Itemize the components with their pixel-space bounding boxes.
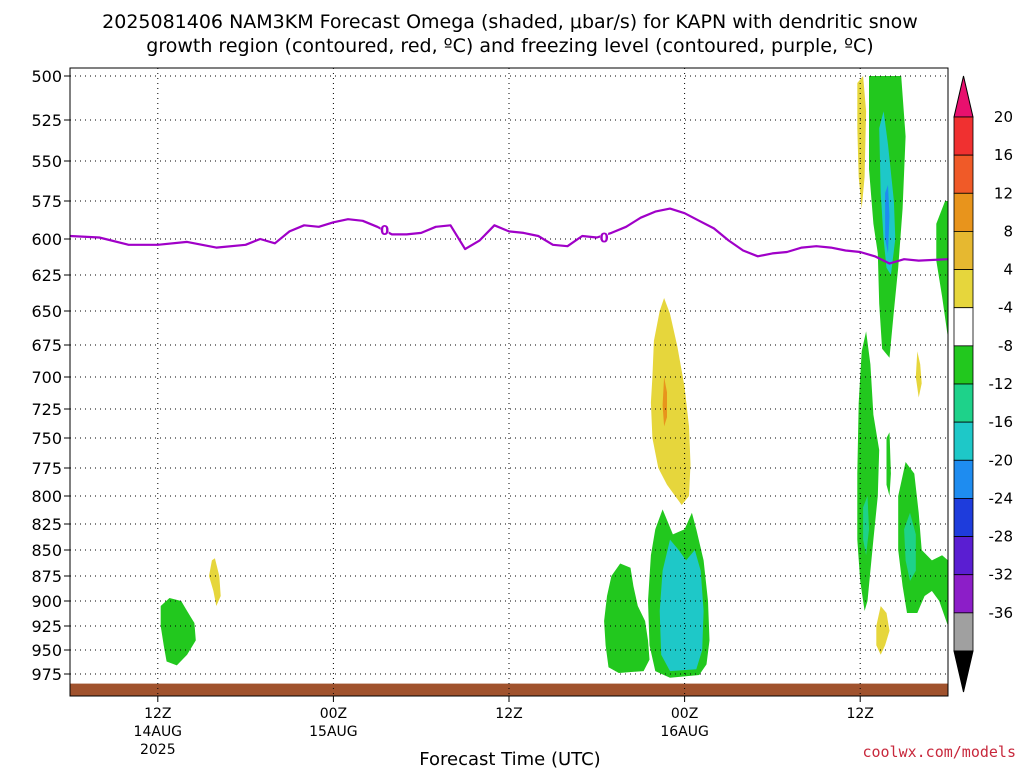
freezing-label-0: 0 xyxy=(380,224,389,239)
y-tick-label-775: 775 xyxy=(31,459,62,478)
plot-background xyxy=(70,68,948,696)
x-axis: 12Z 14AUG 2025 00Z 15AUG 12Z 00Z 16AUG 12Z xyxy=(134,696,874,758)
colorbar-label-4: 4 xyxy=(1003,261,1013,279)
y-tick-label-925: 925 xyxy=(31,617,62,636)
freezing-label-1: 0 xyxy=(600,231,609,246)
y-tick-label-625: 625 xyxy=(31,266,62,285)
colorbar-label-13: -36 xyxy=(989,604,1014,622)
colorbar: 20 16 12 8 4 -4 -8 -12 -16 -20 -24 -28 -32 -36 xyxy=(953,75,1014,693)
plot-area: 00 xyxy=(69,67,949,697)
colorbar-label-6: -8 xyxy=(998,337,1013,355)
omega-region-ascent-g-inner xyxy=(904,512,916,581)
y-tick-label-900: 900 xyxy=(31,592,62,611)
omega-region-ascent-g-outer xyxy=(898,462,948,626)
terrain-fill xyxy=(70,683,948,696)
colorbar-segment-2 xyxy=(953,192,974,232)
omega-region-ascent-e-outer xyxy=(936,201,948,339)
y-tick-label-750: 750 xyxy=(31,429,62,448)
x-tick-label-2: 12Z xyxy=(495,706,522,722)
colorbar-segment-11 xyxy=(953,536,974,576)
freezing-level-line xyxy=(69,207,949,265)
omega-regions xyxy=(160,76,948,678)
omega-region-ascent-f-outer xyxy=(857,331,880,611)
omega-region-ascent-h-sliver xyxy=(886,432,891,496)
omega-region-ascent-c-inner xyxy=(659,539,704,672)
colorbar-segment-1 xyxy=(953,154,974,194)
colorbar-segment-0 xyxy=(953,116,974,156)
omega-region-descent-e xyxy=(876,606,890,655)
colorbar-bottom-arrow xyxy=(953,650,974,693)
omega-region-descent-b xyxy=(650,298,691,505)
colorbar-label-8: -16 xyxy=(989,413,1014,431)
colorbar-segment-9 xyxy=(953,459,974,499)
colorbar-segment-7 xyxy=(953,383,974,423)
y-tick-label-700: 700 xyxy=(31,368,62,387)
omega-region-ascent-a-outer xyxy=(160,598,196,666)
chart-title-line2: growth region (contoured, red, ºC) and f… xyxy=(146,35,873,57)
y-tick-label-725: 725 xyxy=(31,400,62,419)
colorbar-label-12: -32 xyxy=(989,566,1014,584)
colorbar-segment-6 xyxy=(953,345,974,385)
y-tick-label-500: 500 xyxy=(31,67,62,86)
x-tick-label-1: 00Z xyxy=(320,706,347,722)
colorbar-segment-3 xyxy=(953,231,974,270)
freezing-label-bg-1 xyxy=(600,231,609,244)
colorbar-segment-10 xyxy=(953,498,974,537)
omega-region-ascent-f-inner xyxy=(863,496,869,556)
credit-text: coolwx.com/models xyxy=(862,743,1016,761)
y-tick-label-950: 950 xyxy=(31,641,62,660)
x-axis-label: Forecast Time (UTC) xyxy=(419,749,600,768)
colorbar-segment-12 xyxy=(953,574,974,614)
colorbar-label-10: -24 xyxy=(989,489,1014,507)
omega-region-ascent-b-outer xyxy=(604,563,650,673)
colorbar-label-11: -28 xyxy=(989,528,1014,546)
y-tick-label-825: 825 xyxy=(31,515,62,534)
colorbar-label-3: 8 xyxy=(1003,222,1013,240)
freezing-label-bg-0 xyxy=(380,223,389,236)
omega-region-descent-c xyxy=(857,76,867,209)
omega-region-descent-a xyxy=(209,558,221,606)
y-tick-label-675: 675 xyxy=(31,336,62,355)
colorbar-label-0: 20 xyxy=(994,108,1013,126)
y-tick-label-650: 650 xyxy=(31,302,62,321)
x-tick-label-3: 00Z xyxy=(671,706,698,722)
x-tick-date-3: 16AUG xyxy=(660,724,709,740)
colorbar-label-5: -4 xyxy=(998,299,1013,317)
colorbar-segment-4 xyxy=(953,269,974,309)
x-tick-label-0: 12Z xyxy=(144,706,171,722)
x-tick-year-0: 2025 xyxy=(140,742,176,758)
y-tick-label-875: 875 xyxy=(31,567,62,586)
y-tick-label-975: 975 xyxy=(31,665,62,684)
y-tick-label-800: 800 xyxy=(31,487,62,506)
omega-region-descent-b-core xyxy=(662,377,667,427)
colorbar-segment-13 xyxy=(953,612,974,652)
terrain-band xyxy=(70,683,948,696)
y-tick-label-575: 575 xyxy=(31,192,62,211)
colorbar-top-arrow xyxy=(953,75,974,118)
colorbar-segment-5 xyxy=(953,307,974,347)
x-tick-label-4: 12Z xyxy=(846,706,873,722)
y-tick-label-525: 525 xyxy=(31,111,62,130)
colorbar-label-7: -12 xyxy=(989,375,1014,393)
x-tick-date-1: 15AUG xyxy=(309,724,358,740)
y-tick-label-550: 550 xyxy=(31,152,62,171)
omega-region-descent-d xyxy=(915,351,922,398)
freezing-level-contour: 00 xyxy=(69,207,949,265)
colorbar-label-2: 12 xyxy=(994,184,1013,202)
colorbar-segment-8 xyxy=(953,421,974,461)
colorbar-label-9: -20 xyxy=(989,451,1014,469)
y-axis: 500 525 550 575 600 625 650 675 700 725 750 775 800 8… xyxy=(31,67,70,684)
chart-title-line1: 2025081406 NAM3KM Forecast Omega (shaded… xyxy=(102,11,918,33)
x-tick-date-0: 14AUG xyxy=(134,724,183,740)
y-tick-label-600: 600 xyxy=(31,230,62,249)
colorbar-label-1: 16 xyxy=(994,146,1013,164)
omega-region-ascent-d-core xyxy=(885,185,890,254)
y-tick-label-850: 850 xyxy=(31,541,62,560)
